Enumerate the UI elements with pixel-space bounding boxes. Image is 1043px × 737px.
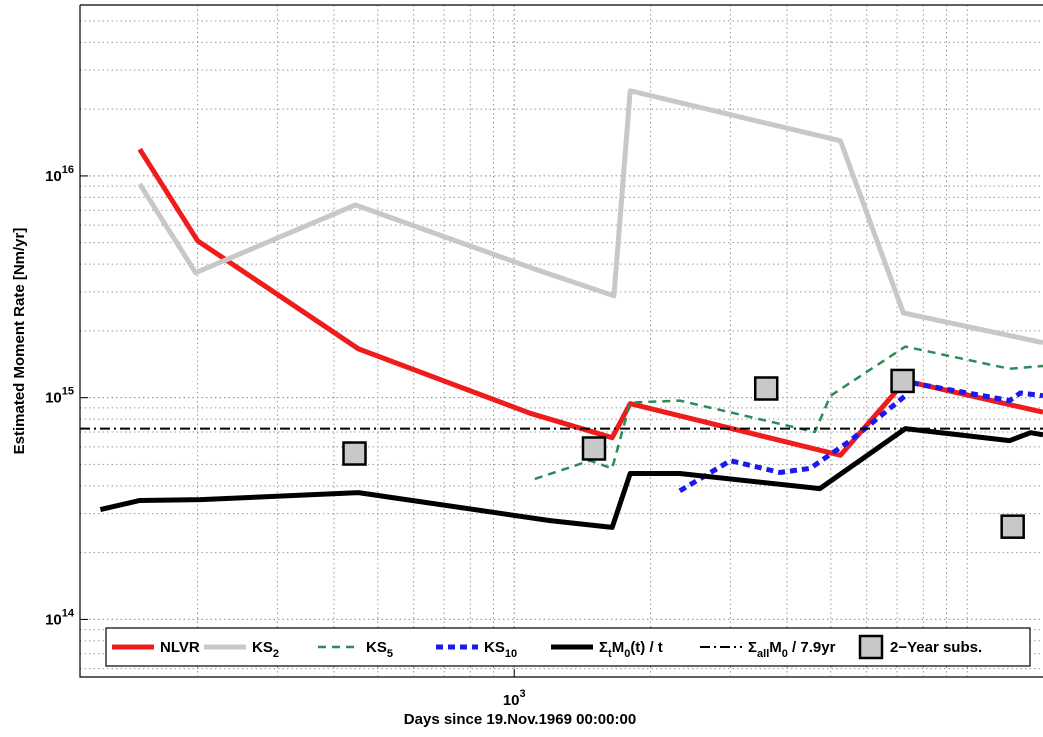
y-tick-label: 1014 <box>45 607 75 628</box>
y-tick-label: 1016 <box>45 164 74 185</box>
series-line <box>534 345 1043 481</box>
square-marker <box>1000 514 1025 539</box>
x-axis-label: Days since 19.Nov.1969 00:00:00 <box>404 711 636 728</box>
axes <box>79 4 1043 678</box>
legend-label: 2−Year subs. <box>890 639 982 656</box>
legend-label: ΣallM0 / 7.9yr <box>748 639 836 660</box>
y-axis-label: Estimated Moment Rate [Nm/yr] <box>11 228 28 455</box>
series-line <box>137 147 1043 458</box>
series-line <box>678 380 1043 494</box>
series-line <box>99 426 1043 530</box>
square-marker <box>753 376 779 401</box>
legend-label: NLVR <box>160 639 200 656</box>
square-marker <box>581 436 607 461</box>
x-tick-label: 103 <box>503 688 526 709</box>
series-line <box>137 88 1043 346</box>
legend-label: KS2 <box>252 639 279 660</box>
legend-label: KS10 <box>484 639 517 660</box>
plot <box>80 88 1043 539</box>
y-tick-label: 1015 <box>45 386 74 407</box>
legend-marker <box>858 634 884 660</box>
square-marker <box>342 441 367 466</box>
square-marker <box>890 368 915 394</box>
legend-label: ΣtM0(t) / t <box>599 639 663 660</box>
legend-label: KS5 <box>366 639 393 660</box>
